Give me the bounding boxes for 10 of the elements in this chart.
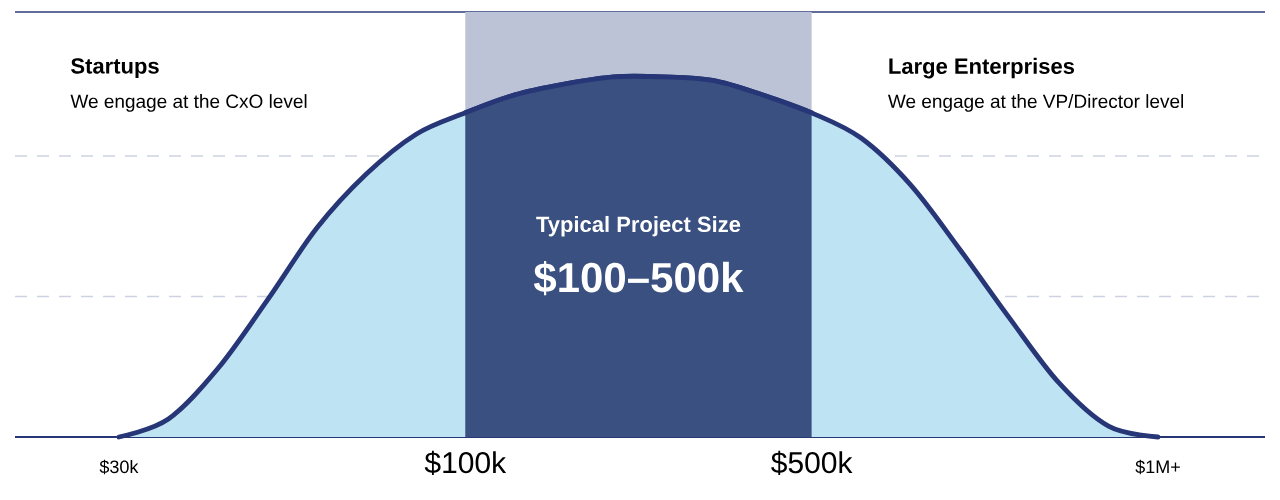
- x-tick-label: $1M+: [1135, 459, 1180, 475]
- annotation: We engage at the VP/Director level: [888, 94, 1184, 112]
- annotation: Startups: [71, 58, 159, 79]
- x-tick-label: $30k: [99, 459, 139, 475]
- band-label: Typical Project Size: [536, 215, 741, 237]
- x-tick-label: $500k: [771, 450, 853, 476]
- annotation: $100–500k: [533, 260, 744, 296]
- x-tick-label: $100k: [424, 450, 507, 476]
- annotation: We engage at the CxO level: [70, 94, 307, 112]
- annotation: Large Enterprises: [889, 57, 1075, 79]
